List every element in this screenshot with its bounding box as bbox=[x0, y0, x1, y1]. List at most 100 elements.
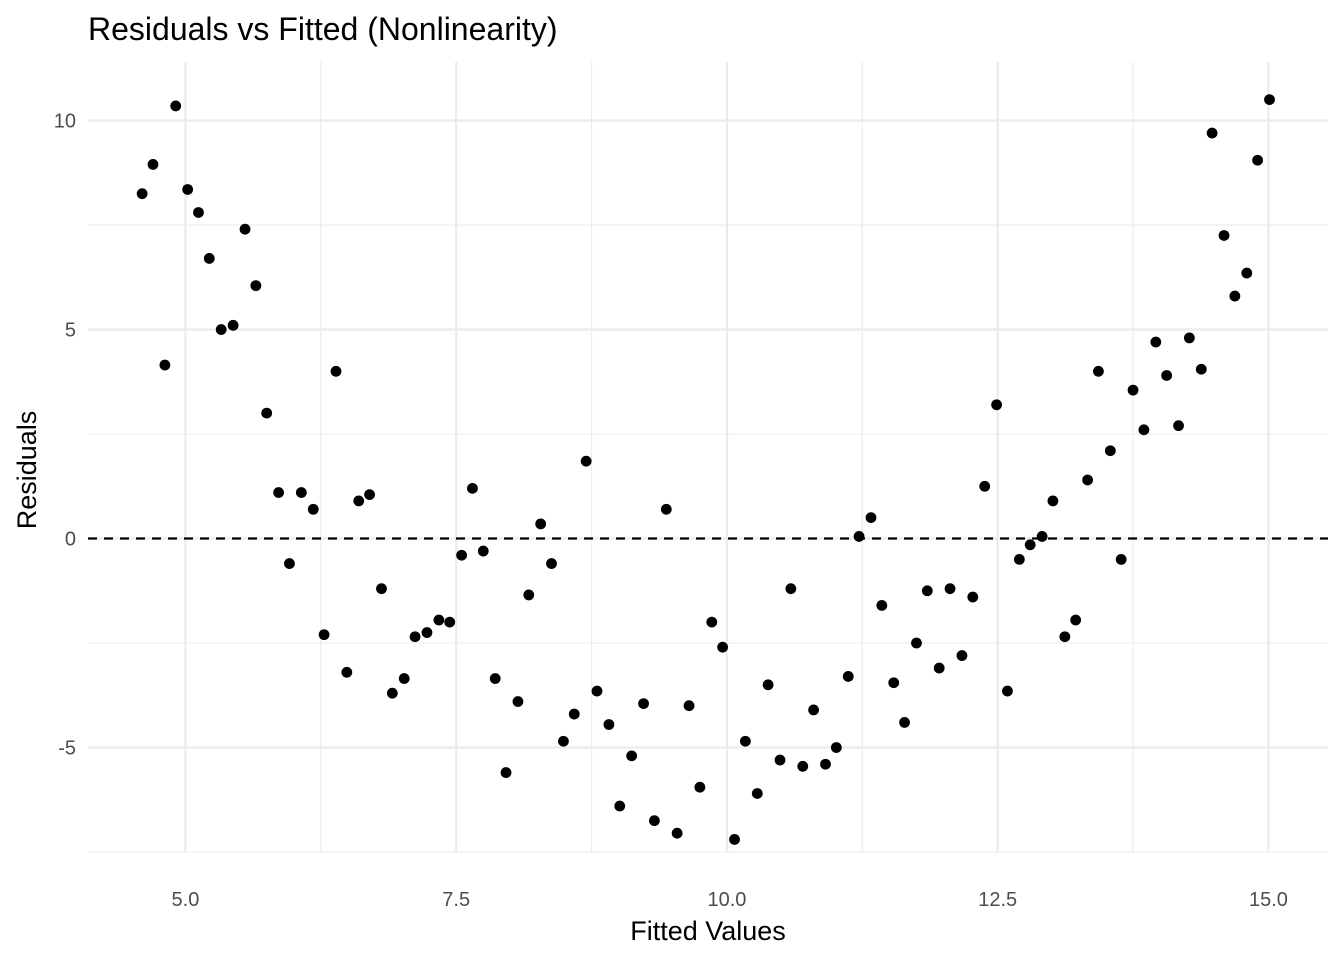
data-point bbox=[694, 781, 706, 793]
data-points bbox=[136, 94, 1275, 845]
data-point bbox=[967, 591, 979, 603]
data-point bbox=[500, 767, 512, 778]
data-point bbox=[535, 518, 547, 530]
data-point bbox=[706, 616, 718, 628]
data-point bbox=[1070, 614, 1082, 626]
data-point bbox=[888, 677, 900, 689]
data-point bbox=[638, 698, 649, 710]
data-point bbox=[956, 650, 968, 661]
data-point bbox=[933, 662, 945, 674]
data-point bbox=[1036, 531, 1048, 542]
x-tick-label: 7.5 bbox=[442, 889, 470, 911]
data-point bbox=[1241, 267, 1253, 279]
data-point bbox=[341, 666, 353, 678]
data-point bbox=[580, 455, 592, 467]
data-point bbox=[1104, 445, 1116, 457]
x-tick-label: 10.0 bbox=[707, 889, 746, 911]
data-point bbox=[660, 503, 672, 515]
data-point bbox=[261, 407, 273, 419]
data-point bbox=[1093, 365, 1104, 377]
data-point bbox=[512, 696, 524, 707]
y-axis-label: Residuals bbox=[12, 411, 42, 530]
y-tick-label: 5 bbox=[65, 320, 76, 342]
data-point bbox=[1150, 336, 1162, 348]
data-point bbox=[1173, 420, 1184, 432]
data-point bbox=[318, 629, 330, 641]
data-point bbox=[353, 495, 365, 507]
data-point bbox=[603, 719, 615, 730]
y-tick-label: -5 bbox=[58, 738, 76, 760]
x-tick-label: 15.0 bbox=[1249, 889, 1288, 911]
data-point bbox=[899, 717, 910, 728]
data-point bbox=[739, 735, 751, 747]
data-point bbox=[456, 549, 468, 561]
data-point bbox=[683, 700, 695, 712]
data-point bbox=[307, 503, 319, 515]
data-point bbox=[227, 319, 239, 331]
data-point bbox=[774, 754, 786, 766]
plot-grid bbox=[88, 62, 1328, 853]
data-point bbox=[136, 188, 148, 200]
x-tick-label: 12.5 bbox=[978, 889, 1017, 911]
data-point bbox=[1183, 332, 1195, 344]
data-point bbox=[1229, 290, 1241, 302]
data-point bbox=[797, 760, 809, 772]
data-point bbox=[591, 685, 603, 697]
data-point bbox=[182, 184, 194, 195]
data-point bbox=[193, 207, 204, 218]
data-point bbox=[1013, 554, 1025, 565]
data-point bbox=[991, 399, 1003, 411]
data-point bbox=[717, 641, 729, 653]
data-point bbox=[876, 599, 888, 611]
data-point bbox=[1002, 685, 1013, 697]
data-point bbox=[376, 583, 387, 595]
data-point bbox=[273, 487, 285, 498]
data-point bbox=[865, 512, 877, 524]
data-point bbox=[785, 583, 797, 595]
data-point bbox=[648, 815, 660, 827]
data-point bbox=[1264, 94, 1275, 106]
data-point bbox=[239, 223, 251, 235]
data-point bbox=[284, 558, 295, 569]
y-tick-label: 10 bbox=[54, 111, 76, 133]
data-point bbox=[911, 637, 922, 649]
x-axis-ticks: 5.0 7.5 10.0 12.5 15.0 bbox=[172, 889, 1288, 911]
data-point bbox=[386, 687, 398, 699]
y-axis-ticks: 10 5 0 -5 bbox=[54, 111, 76, 760]
data-point bbox=[1082, 474, 1093, 486]
data-point bbox=[921, 585, 933, 597]
data-point bbox=[1195, 363, 1207, 375]
data-point bbox=[409, 631, 421, 643]
data-point bbox=[1115, 554, 1127, 565]
data-point bbox=[147, 159, 159, 170]
data-point bbox=[944, 583, 956, 595]
data-point bbox=[433, 614, 445, 626]
data-point bbox=[626, 750, 638, 762]
data-point bbox=[444, 616, 456, 628]
data-point bbox=[820, 758, 831, 770]
data-point bbox=[979, 480, 991, 492]
data-point bbox=[421, 627, 433, 638]
data-point bbox=[250, 280, 262, 292]
data-point bbox=[853, 531, 865, 542]
data-point bbox=[558, 735, 569, 747]
data-point bbox=[1252, 154, 1264, 166]
data-point bbox=[830, 742, 842, 753]
data-point bbox=[398, 673, 410, 684]
data-point bbox=[364, 489, 375, 501]
data-point bbox=[1127, 384, 1139, 396]
data-point bbox=[808, 704, 819, 716]
y-tick-label: 0 bbox=[65, 529, 76, 551]
data-point bbox=[1138, 424, 1150, 436]
data-point bbox=[546, 558, 557, 569]
data-point bbox=[1161, 370, 1173, 381]
data-point bbox=[729, 834, 740, 845]
data-point bbox=[330, 365, 342, 377]
data-point bbox=[477, 545, 489, 557]
chart-title: Residuals vs Fitted (Nonlinearity) bbox=[88, 11, 558, 47]
data-point bbox=[1206, 127, 1218, 139]
data-point bbox=[1024, 539, 1036, 551]
data-point bbox=[1059, 631, 1071, 643]
data-point bbox=[614, 800, 626, 812]
